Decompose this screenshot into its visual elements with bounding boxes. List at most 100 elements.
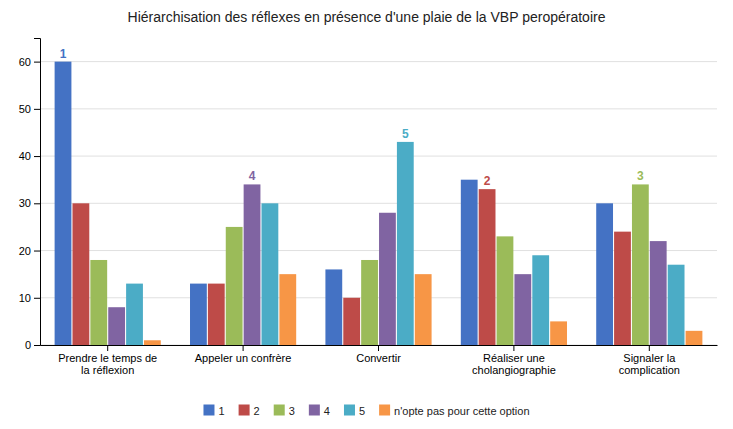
x-tick-label-line: Réaliser une	[483, 352, 545, 364]
bar-series	[144, 274, 702, 345]
legend-item: 1	[203, 405, 224, 417]
bar	[632, 184, 649, 345]
y-axis: 0 10 20 30 40 50 60	[19, 39, 41, 352]
x-tick-mark	[513, 345, 514, 351]
bar	[479, 189, 496, 345]
grid-line	[40, 156, 717, 157]
bar-series	[72, 189, 630, 345]
y-tick-label: 10	[19, 292, 31, 304]
grid-line	[40, 61, 717, 62]
legend-label: 1	[218, 405, 224, 417]
bar	[108, 307, 125, 345]
legend-item: 5	[344, 405, 365, 417]
y-tick: 50	[19, 103, 40, 115]
legend-swatch	[239, 405, 250, 416]
x-tick-label: Signaler lacomplication	[619, 352, 680, 377]
annotation: 5	[402, 127, 409, 141]
legend-label: 5	[359, 405, 365, 417]
bar	[614, 232, 631, 345]
bar	[514, 274, 531, 345]
grid	[40, 62, 717, 345]
x-tick: Appeler un confrère	[195, 345, 292, 364]
annotation: 2	[484, 174, 491, 188]
legend: 1 2 3 4 5 n'opte pas pour cette option	[203, 405, 529, 417]
bar	[244, 184, 261, 345]
y-tick-mark	[34, 298, 40, 299]
x-tick: Signaler lacomplication	[619, 345, 680, 376]
x-tick-label-line: complication	[619, 364, 680, 376]
bar	[126, 284, 143, 345]
y-tick-label: 30	[19, 197, 31, 209]
y-tick: 30	[19, 197, 40, 209]
bar-series	[55, 62, 613, 345]
legend-label: 4	[324, 405, 330, 417]
x-tick-label: Convertir	[356, 352, 401, 364]
legend-label: 2	[254, 405, 260, 417]
y-tick-mark	[34, 156, 40, 157]
legend-item: 4	[309, 405, 330, 417]
bar	[343, 298, 360, 345]
y-tick-label: 40	[19, 150, 31, 162]
legend-swatch	[203, 405, 214, 416]
bar	[361, 260, 378, 345]
x-tick-label-line: Appeler un confrère	[195, 352, 292, 364]
y-tick-label: 0	[25, 339, 31, 351]
bar	[415, 274, 432, 345]
x-tick-mark	[243, 345, 244, 351]
y-tick: 10	[19, 292, 40, 304]
y-tick-mark	[34, 251, 40, 252]
x-tick-label: Prendre le temps dela réflexion	[58, 352, 157, 377]
bar	[90, 260, 107, 345]
bar	[668, 265, 685, 345]
bar	[650, 241, 667, 345]
x-tick-label-line: Signaler la	[623, 352, 676, 364]
x-tick-mark	[649, 345, 650, 351]
bar	[461, 180, 478, 345]
x-tick-label: Réaliser unecholangiographie	[472, 352, 556, 377]
x-tick-label: Appeler un confrère	[195, 352, 292, 364]
annotations: 1 4 5 2 3	[60, 47, 644, 189]
y-tick: 40	[19, 150, 40, 162]
bar	[379, 213, 396, 345]
x-tick-mark	[378, 345, 379, 351]
chart: Hiérarchisation des réflexes en présence…	[0, 0, 733, 429]
legend-swatch	[379, 405, 390, 416]
legend-item: 3	[274, 405, 295, 417]
annotation: 1	[60, 47, 67, 61]
bar	[144, 340, 161, 345]
bar	[532, 255, 549, 345]
bar	[596, 203, 613, 345]
x-tick-label-line: la réflexion	[81, 364, 134, 376]
x-tick-label-line: cholangiographie	[472, 364, 556, 376]
legend-label: 3	[289, 405, 295, 417]
y-tick-mark	[34, 203, 40, 204]
bar-series	[90, 184, 648, 345]
x-tick: Convertir	[356, 345, 401, 364]
annotation: 4	[249, 169, 256, 183]
grid-line	[40, 108, 717, 109]
bar	[397, 142, 414, 345]
title: Hiérarchisation des réflexes en présence…	[128, 9, 606, 25]
legend-label: n'opte pas pour cette option	[394, 405, 529, 417]
bar	[550, 321, 567, 345]
y-axis-line	[34, 39, 41, 346]
x-axis: Prendre le temps dela réflexion Appeler u…	[41, 345, 718, 376]
y-tick-label: 20	[19, 245, 31, 257]
annotation: 3	[637, 169, 644, 183]
bar-series	[126, 142, 684, 345]
bar	[279, 274, 296, 345]
bar	[497, 236, 514, 345]
y-tick: 20	[19, 245, 40, 257]
legend-item: n'opte pas pour cette option	[379, 405, 529, 417]
x-tick: Réaliser unecholangiographie	[472, 345, 556, 376]
y-tick-label: 60	[19, 56, 31, 68]
y-tick-label: 50	[19, 103, 31, 115]
x-tick-label-line: Prendre le temps de	[58, 352, 157, 364]
bar	[325, 269, 342, 345]
bars	[55, 62, 703, 345]
bar	[262, 203, 279, 345]
bar	[72, 203, 89, 345]
legend-swatch	[344, 405, 355, 416]
x-tick-mark	[107, 345, 108, 351]
legend-swatch	[274, 405, 285, 416]
